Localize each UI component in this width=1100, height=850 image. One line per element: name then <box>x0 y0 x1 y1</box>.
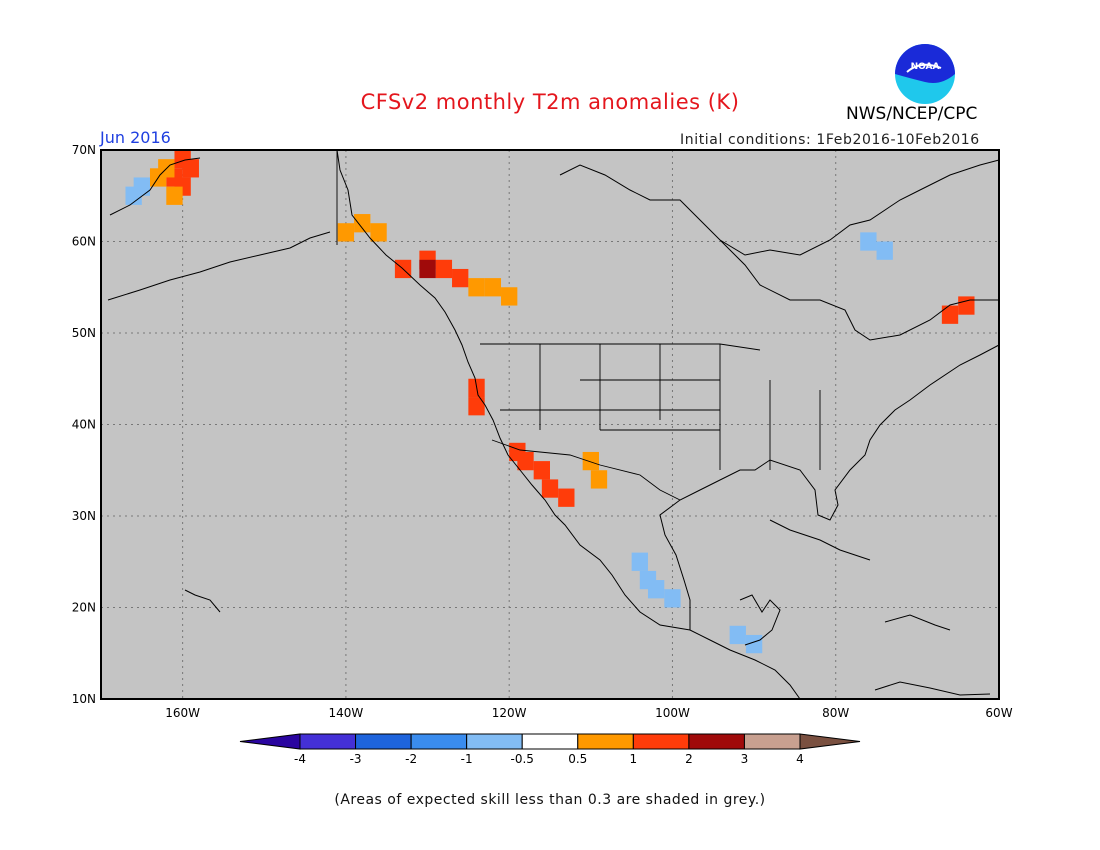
colorbar-tick-label: -4 <box>294 752 306 766</box>
colorbar-tick-label: -3 <box>350 752 362 766</box>
colorbar-tick-label: 2 <box>685 752 693 766</box>
anomaly-cell-mexico-cool <box>647 580 665 599</box>
colorbar-segment <box>521 733 579 750</box>
anomaly-cell-alberta-warm <box>468 278 485 297</box>
lon-tick-label: 120W <box>492 706 527 720</box>
lon-tick-label: 160W <box>165 706 200 720</box>
anomaly-cell-labrador-hot <box>958 296 975 315</box>
anomaly-cells <box>125 150 975 654</box>
lat-tick-label: 30N <box>72 509 96 523</box>
colorbar-tick-label: 1 <box>630 752 638 766</box>
colorbar-labels: -4 -3 -2 -1 -0.5 0.5 1 2 3 4 <box>294 752 804 766</box>
colorbar-arrow-right <box>799 733 861 750</box>
anomaly-cell-alberta-warm <box>501 287 518 306</box>
colorbar-segment <box>355 733 412 750</box>
anomaly-cell-pacific-nw-coast <box>468 397 485 416</box>
colorbar-tick-label: -0.5 <box>511 752 534 766</box>
colorbar-segment <box>466 733 523 750</box>
lat-tick-label: 50N <box>72 326 96 340</box>
colorbar-tick-label: -2 <box>405 752 417 766</box>
skill-footnote: (Areas of expected skill less than 0.3 a… <box>334 792 766 808</box>
colorbar-segment <box>299 733 357 750</box>
lon-tick-label: 140W <box>329 706 364 720</box>
colorbar <box>239 733 861 750</box>
lon-tick-label: 100W <box>655 706 690 720</box>
colorbar-tick-label: 4 <box>796 752 804 766</box>
valid-month: Jun 2016 <box>100 128 171 147</box>
colorbar-segment <box>743 733 801 750</box>
anomaly-cell-four-corners-warm <box>590 470 608 489</box>
anomaly-cell-bering-coast-cold <box>133 177 150 196</box>
anomaly-cell-southwest-hot <box>517 451 534 471</box>
anomaly-cell-hudson-bay-cool <box>876 241 893 260</box>
org-label: NWS/NCEP/CPC <box>846 104 978 124</box>
lat-tick-label: 70N <box>72 143 96 157</box>
anomaly-cell-alberta-warm <box>484 278 502 297</box>
initial-conditions: Initial conditions: 1Feb2016-10Feb2016 <box>680 132 980 148</box>
map-background <box>101 150 999 699</box>
colorbar-segment <box>632 733 690 750</box>
noaa-logo-text: NOAA <box>911 62 940 72</box>
anomaly-cell-southwest-hot <box>541 479 559 498</box>
colorbar-tick-label: 0.5 <box>568 752 587 766</box>
anomaly-cell-southwest-hot <box>533 461 550 480</box>
lat-tick-label: 10N <box>72 692 96 706</box>
borders <box>336 150 821 501</box>
colorbar-tick-label: -1 <box>461 752 473 766</box>
colorbar-arrow-left <box>239 733 301 750</box>
anomaly-cell-mexico-cool <box>664 589 681 608</box>
anomaly-cell-yukon-warm <box>370 223 387 242</box>
anomaly-cell-yukon-warm <box>354 214 371 233</box>
anomaly-cell-central-america-cool <box>745 634 763 654</box>
coastlines <box>107 149 1000 700</box>
anomaly-cell-southwest-hot <box>558 488 575 507</box>
anomaly-cell-hudson-bay-cool <box>860 232 877 251</box>
anomaly-cell-four-corners-warm <box>582 451 599 471</box>
axis-labels: 160W 140W 120W 100W 80W 60W 70N 60N 50N 40N 30N 20N… <box>72 143 1013 720</box>
lon-tick-label: 80W <box>822 706 849 720</box>
map-frame <box>100 149 1000 700</box>
anomaly-cell-alaska-northwest <box>182 159 199 178</box>
anomaly-cell-labrador-hot <box>941 305 959 324</box>
map-title: CFSv2 monthly T2m anomalies (K) <box>360 90 740 114</box>
colorbar-segment <box>577 733 634 750</box>
anomaly-cell-mexico-cool <box>631 552 648 571</box>
anomaly-cell-british-columbia-hot <box>452 268 469 288</box>
lat-tick-label: 60N <box>72 235 96 249</box>
colorbar-segment <box>688 733 745 750</box>
anomaly-cell-yukon-warm <box>337 223 355 242</box>
anomaly-cell-british-columbia-hot <box>435 259 453 279</box>
anomaly-cell-central-america-cool <box>729 625 746 645</box>
lat-tick-label: 20N <box>72 601 96 615</box>
colorbar-segment <box>410 733 468 750</box>
lon-tick-label: 60W <box>985 706 1012 720</box>
noaa-logo: NOAA <box>895 44 955 104</box>
anomaly-cell-alaska-northwest-warm <box>166 186 183 205</box>
anomaly-cell-british-columbia-veryhot <box>419 259 436 279</box>
lat-tick-label: 40N <box>72 418 96 432</box>
colorbar-tick-label: 3 <box>741 752 749 766</box>
